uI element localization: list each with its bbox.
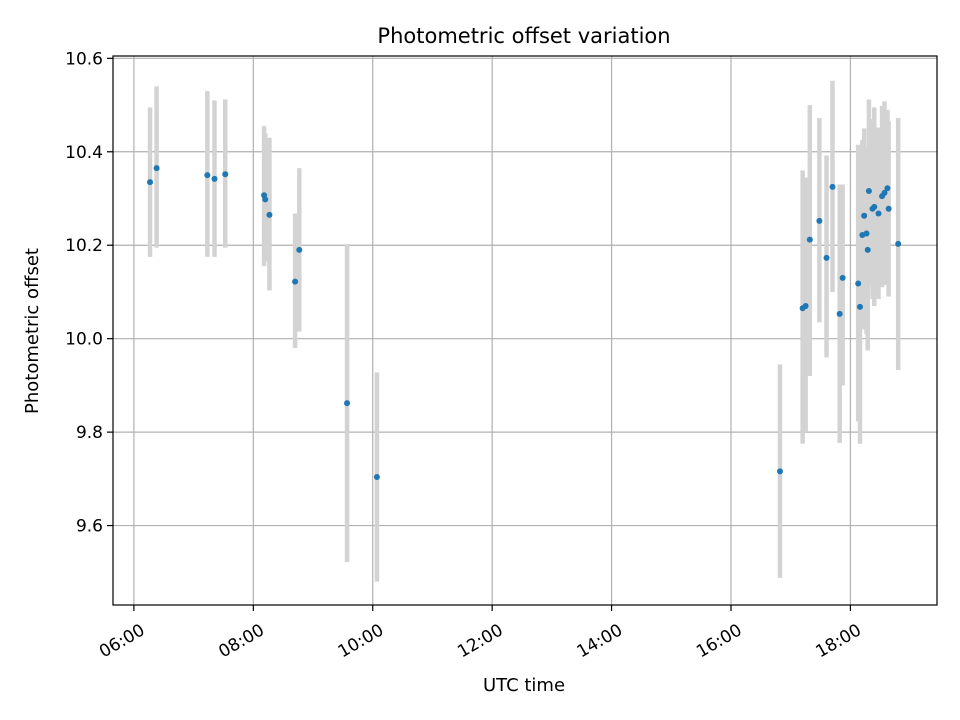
data-point <box>836 310 843 317</box>
data-point <box>153 165 160 172</box>
x-tick-label: 06:00 <box>96 620 148 662</box>
data-point <box>823 254 830 261</box>
x-tick-label: 10:00 <box>335 620 387 662</box>
data-point <box>895 240 902 247</box>
x-axis-label: UTC time <box>483 675 565 696</box>
data-point <box>829 183 836 190</box>
data-point <box>875 210 882 217</box>
data-point <box>865 188 872 195</box>
data-points <box>147 165 902 480</box>
data-point <box>266 211 273 218</box>
data-point <box>262 196 269 203</box>
x-tick-label: 18:00 <box>812 620 864 662</box>
y-tick-label: 10.6 <box>65 49 103 69</box>
y-axis-ticks: 9.6 9.8 10.0 10.2 10.4 10.6 <box>65 49 113 537</box>
chart-title: Photometric offset variation <box>377 24 670 48</box>
data-point <box>855 280 862 287</box>
x-tick-label: 14:00 <box>574 620 626 662</box>
y-tick-label: 9.8 <box>76 423 103 443</box>
y-axis-label: Photometric offset <box>22 248 43 414</box>
data-point <box>211 175 218 182</box>
data-point <box>147 179 154 186</box>
y-tick-label: 10.0 <box>65 330 103 350</box>
data-point <box>344 400 351 407</box>
data-point <box>204 172 211 179</box>
data-point <box>885 205 892 212</box>
data-point <box>861 212 868 219</box>
x-axis-ticks: 06:00 08:00 10:00 12:00 14:00 16:00 18:00 <box>96 605 865 662</box>
data-point <box>373 473 380 480</box>
data-point <box>864 246 871 253</box>
data-point <box>806 236 813 243</box>
data-point <box>881 189 888 196</box>
data-point <box>863 230 870 237</box>
data-point <box>856 303 863 310</box>
x-tick-label: 08:00 <box>215 620 267 662</box>
x-tick-label: 16:00 <box>693 620 745 662</box>
data-point <box>292 278 299 285</box>
data-point <box>871 203 878 210</box>
x-tick-label: 12:00 <box>454 620 506 662</box>
data-point <box>222 171 229 178</box>
data-point <box>776 468 783 475</box>
plot-frame <box>112 55 938 606</box>
y-tick-label: 9.6 <box>76 517 103 537</box>
data-point <box>296 246 303 253</box>
data-point <box>816 217 823 224</box>
y-tick-label: 10.4 <box>65 143 103 163</box>
error-bars <box>147 80 901 582</box>
grid-lines <box>113 56 937 605</box>
data-point <box>839 274 846 281</box>
data-point <box>884 185 891 192</box>
y-tick-label: 10.2 <box>65 236 103 256</box>
data-point <box>802 302 809 309</box>
